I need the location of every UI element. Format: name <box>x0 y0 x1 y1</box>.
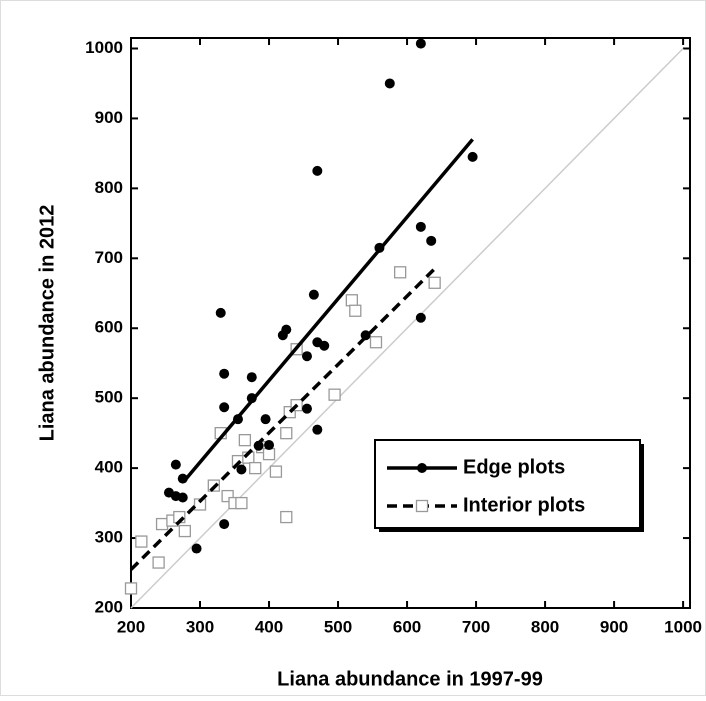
point <box>308 289 319 300</box>
y-tick-label: 400 <box>95 458 123 477</box>
point <box>328 388 341 401</box>
point <box>301 351 312 362</box>
point <box>301 403 312 414</box>
y-tick-label: 700 <box>95 248 123 267</box>
point <box>415 221 426 232</box>
point <box>393 266 407 279</box>
point <box>219 402 230 413</box>
point <box>177 473 188 484</box>
x-tick-label: 400 <box>255 617 283 636</box>
point <box>178 524 191 538</box>
point <box>269 465 283 478</box>
point <box>281 324 292 335</box>
point <box>246 372 257 383</box>
point <box>219 368 230 379</box>
point <box>235 496 248 510</box>
legend-marker <box>415 499 429 513</box>
y-tick-label: 600 <box>95 318 123 337</box>
point <box>124 582 138 595</box>
y-tick-label: 300 <box>95 528 123 547</box>
point <box>249 461 262 475</box>
point <box>415 312 426 323</box>
x-axis-label: Liana abundance in 1997-99 <box>277 668 543 690</box>
x-tick-label: 900 <box>600 617 628 636</box>
legend-marker <box>417 463 427 473</box>
point <box>428 276 441 289</box>
point <box>283 406 296 419</box>
x-tick-label: 1000 <box>664 617 702 636</box>
point <box>415 38 426 49</box>
point <box>219 519 230 530</box>
point <box>264 440 275 451</box>
x-tick-label: 300 <box>186 617 214 636</box>
x-tick-label: 700 <box>462 617 490 636</box>
point <box>426 235 437 246</box>
point <box>260 414 271 425</box>
legend-label: Edge plots <box>463 456 565 478</box>
y-tick-label: 1000 <box>85 38 123 57</box>
point <box>467 151 478 162</box>
x-tick-label: 600 <box>393 617 421 636</box>
point <box>312 165 323 176</box>
y-tick-label: 800 <box>95 178 123 197</box>
x-tick-label: 500 <box>324 617 352 636</box>
identity-line <box>130 47 684 609</box>
point <box>312 424 323 435</box>
point <box>221 489 234 503</box>
y-tick-label: 200 <box>95 597 123 616</box>
point <box>177 492 188 503</box>
x-tick-label: 200 <box>117 617 145 636</box>
point <box>191 543 202 554</box>
point <box>280 427 293 440</box>
point <box>262 447 276 461</box>
y-tick-label: 500 <box>95 388 123 407</box>
y-tick-label: 900 <box>95 108 123 127</box>
point <box>238 433 252 447</box>
point <box>319 340 330 351</box>
plot-frame <box>130 37 691 609</box>
point <box>155 517 169 531</box>
x-tick-label: 800 <box>531 617 559 636</box>
fit-line <box>129 267 436 571</box>
point <box>170 459 181 470</box>
legend-label: Interior plots <box>463 494 585 516</box>
point <box>152 556 165 569</box>
point <box>280 510 293 524</box>
point <box>384 78 395 89</box>
y-axis-label: Liana abundance in 2012 <box>36 205 58 442</box>
legend <box>374 439 641 529</box>
point <box>135 535 148 548</box>
point <box>349 304 362 317</box>
fit-line <box>184 138 474 480</box>
point <box>369 336 383 349</box>
point <box>215 307 226 318</box>
point <box>236 464 247 475</box>
point <box>345 294 358 307</box>
